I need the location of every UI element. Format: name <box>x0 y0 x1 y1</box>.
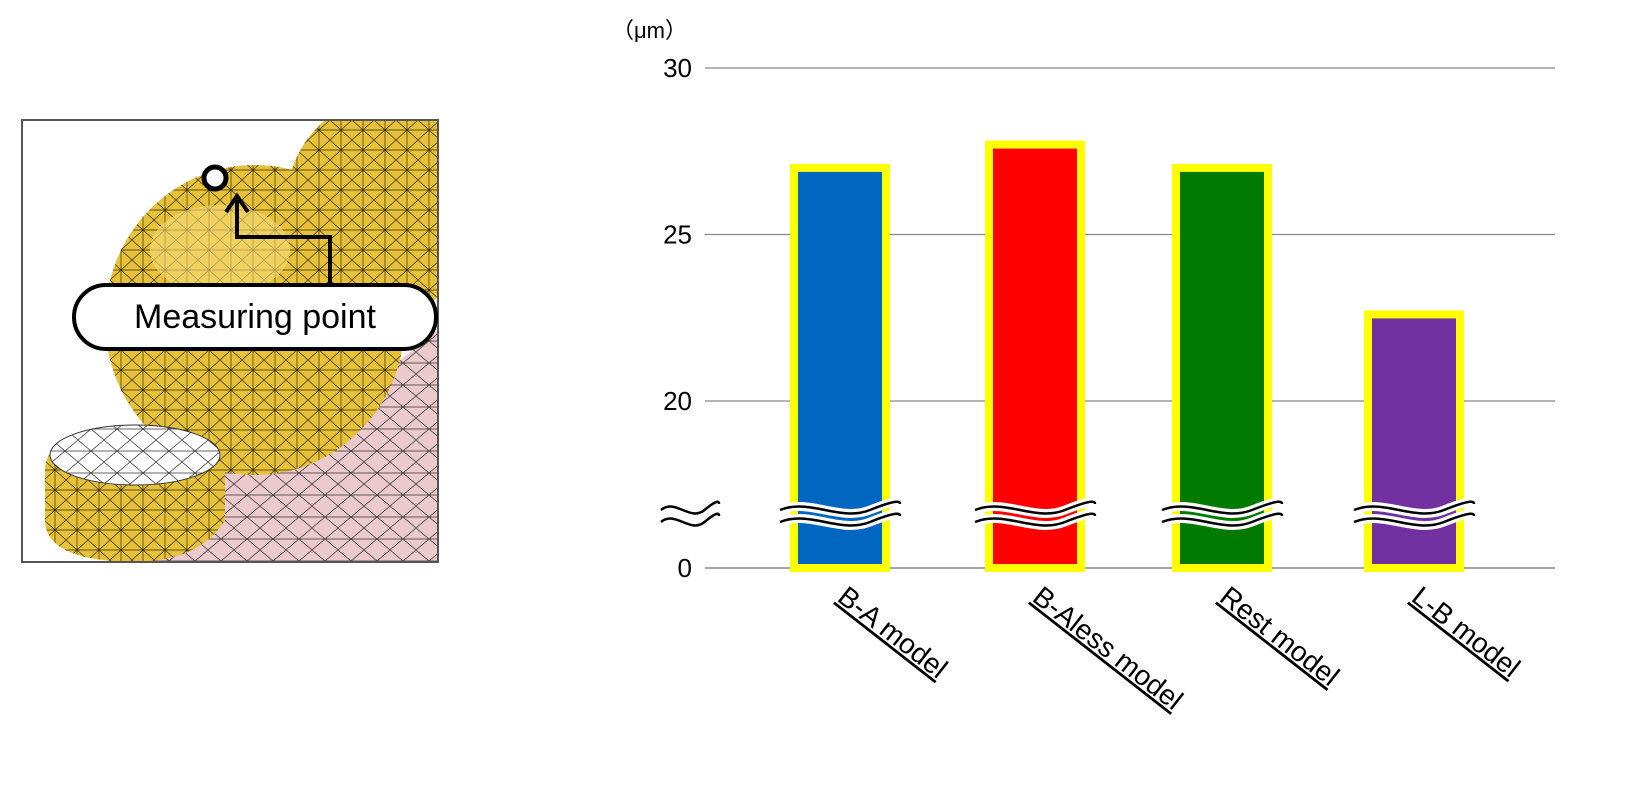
callout-label: Measuring point <box>134 298 376 336</box>
measuring-point-marker <box>201 164 229 192</box>
bar-3 <box>1172 163 1272 572</box>
axis-break-bar-2 <box>973 497 1100 530</box>
bar-chart: （μm） 0 20 25 30 B-A model B-Aless model Rest … <box>612 18 1555 716</box>
axis-breaks <box>658 497 1479 530</box>
axis-break-bar-3 <box>1160 497 1287 530</box>
axis-break-bar-1 <box>778 497 905 530</box>
y-tick-label: 25 <box>663 220 692 250</box>
axis-break-bar-4 <box>1352 497 1479 530</box>
unit-label: （μm） <box>612 18 687 43</box>
category-label: B-A model <box>832 580 953 684</box>
leader-line <box>235 200 332 290</box>
mesh-inset: Measuring point <box>21 119 439 563</box>
y-tick-label: 20 <box>663 386 692 416</box>
inset-frame <box>21 119 439 563</box>
y-tick-label: 0 <box>678 553 692 583</box>
category-label: Rest model <box>1214 580 1345 692</box>
y-tick-label: 30 <box>663 53 692 83</box>
axis-break-y <box>658 497 724 530</box>
bar-2 <box>985 140 1085 572</box>
y-tick-labels: 0 20 25 30 <box>663 53 692 583</box>
bars <box>790 140 1464 573</box>
bar-4 <box>1364 310 1464 573</box>
arrow-up-icon <box>224 192 250 214</box>
category-label: B-Aless model <box>1027 580 1188 716</box>
category-label: L-B model <box>1406 580 1526 683</box>
bar-1 <box>790 163 890 572</box>
category-labels: B-A model B-Aless model Rest model L-B mode… <box>832 580 1526 716</box>
callout-box <box>72 283 438 351</box>
